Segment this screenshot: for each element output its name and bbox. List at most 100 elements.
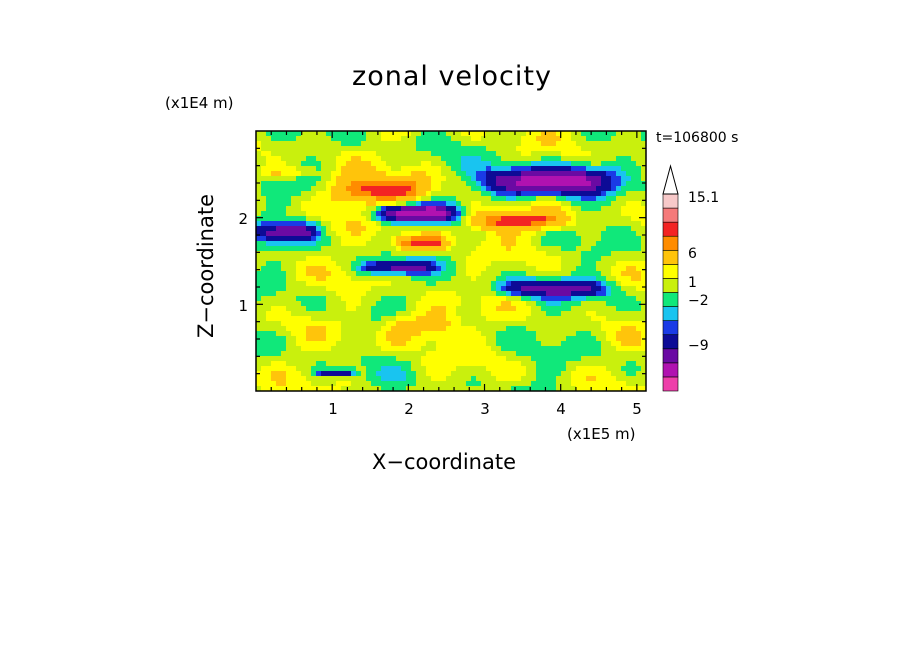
contour-cell: [586, 241, 592, 247]
contour-cell: [371, 356, 377, 362]
contour-cell: [446, 336, 452, 342]
contour-cell: [281, 271, 287, 277]
contour-cell: [561, 266, 567, 272]
contour-cell: [486, 291, 492, 297]
contour-cell: [306, 186, 312, 192]
contour-cell: [346, 326, 352, 332]
contour-cell: [611, 376, 617, 382]
contour-cell: [401, 386, 407, 391]
contour-cell: [531, 216, 537, 222]
contour-cell: [266, 341, 272, 347]
contour-cell: [446, 251, 452, 257]
contour-cell: [501, 306, 507, 312]
contour-cell: [276, 286, 282, 292]
contour-cell: [396, 341, 402, 347]
contour-cell: [351, 316, 357, 322]
contour-cell: [611, 161, 617, 167]
contour-cell: [271, 216, 277, 222]
contour-cell: [526, 371, 532, 377]
contour-cell: [636, 256, 642, 262]
contour-cell: [596, 281, 602, 287]
contour-cell: [371, 196, 377, 202]
contour-cell: [636, 351, 642, 357]
contour-cell: [256, 231, 262, 237]
contour-cell: [566, 336, 572, 342]
contour-cell: [521, 241, 527, 247]
contour-cell: [316, 281, 322, 287]
contour-cell: [336, 181, 342, 187]
contour-cell: [551, 166, 557, 172]
contour-cell: [426, 276, 432, 282]
contour-cell: [576, 236, 582, 242]
contour-cell: [441, 306, 447, 312]
contour-cell: [461, 221, 467, 227]
contour-cell: [386, 266, 392, 272]
contour-cell: [506, 176, 512, 182]
contour-cell: [631, 231, 637, 237]
contour-cell: [591, 246, 597, 252]
contour-cell: [401, 346, 407, 352]
contour-cell: [291, 306, 297, 312]
contour-cell: [286, 356, 292, 362]
contour-cell: [316, 341, 322, 347]
contour-cell: [591, 311, 597, 317]
contour-cell: [601, 366, 607, 372]
contour-cell: [491, 356, 497, 362]
contour-cell: [316, 386, 322, 391]
contour-cell: [336, 336, 342, 342]
contour-cell: [291, 386, 297, 391]
contour-cell: [561, 351, 567, 357]
contour-cell: [406, 341, 412, 347]
contour-cell: [621, 291, 627, 297]
contour-cell: [571, 226, 577, 232]
contour-cell: [586, 151, 592, 157]
contour-cell: [566, 251, 572, 257]
contour-cell: [371, 331, 377, 337]
contour-cell: [636, 196, 642, 202]
contour-cell: [466, 216, 472, 222]
contour-cell: [461, 366, 467, 372]
contour-cell: [381, 366, 387, 372]
contour-cell: [576, 286, 582, 292]
contour-cell: [431, 196, 437, 202]
contour-cell: [421, 276, 427, 282]
contour-cell: [321, 326, 327, 332]
contour-cell: [411, 196, 417, 202]
contour-cell: [291, 301, 297, 307]
contour-cell: [586, 346, 592, 352]
contour-cell: [356, 176, 362, 182]
contour-cell: [291, 201, 297, 207]
contour-cell: [481, 351, 487, 357]
contour-cell: [501, 236, 507, 242]
contour-cell: [476, 371, 482, 377]
contour-cell: [531, 141, 537, 147]
contour-cell: [301, 321, 307, 327]
contour-cell: [541, 226, 547, 232]
contour-cell: [591, 141, 597, 147]
contour-cell: [341, 256, 347, 262]
contour-cell: [501, 331, 507, 337]
contour-cell: [316, 236, 322, 242]
contour-cell: [381, 271, 387, 277]
contour-cell: [341, 191, 347, 197]
contour-cell: [626, 316, 632, 322]
contour-cell: [331, 216, 337, 222]
contour-cell: [546, 211, 552, 217]
contour-cell: [306, 206, 312, 212]
contour-cell: [631, 341, 637, 347]
contour-cell: [261, 136, 267, 142]
contour-cell: [266, 261, 272, 267]
contour-cell: [411, 386, 417, 391]
contour-cell: [581, 271, 587, 277]
contour-cell: [361, 306, 367, 312]
contour-cell: [641, 316, 646, 322]
contour-cell: [546, 251, 552, 257]
contour-cell: [606, 346, 612, 352]
contour-cell: [506, 311, 512, 317]
contour-cell: [451, 381, 457, 387]
contour-cell: [371, 361, 377, 367]
contour-cell: [526, 361, 532, 367]
contour-cell: [606, 286, 612, 292]
contour-cell: [316, 191, 322, 197]
contour-cell: [636, 251, 642, 257]
